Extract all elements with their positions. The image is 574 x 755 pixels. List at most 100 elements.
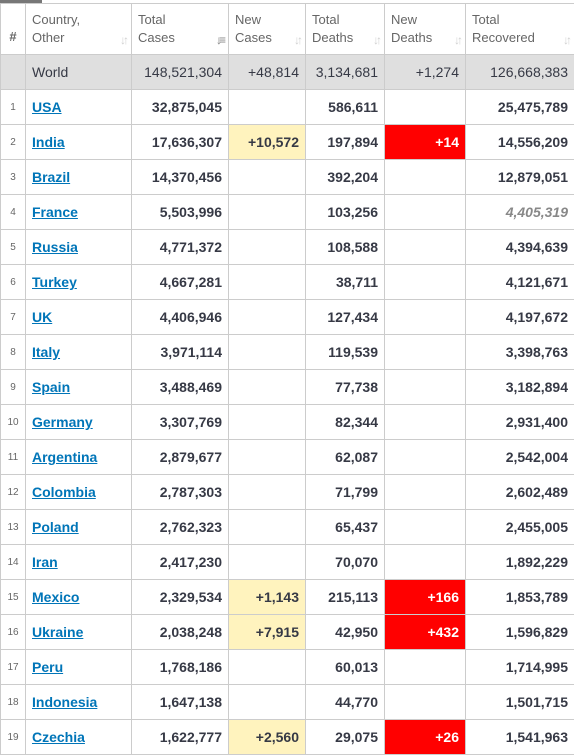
new-cases-cell (229, 370, 306, 405)
total-cases-cell: 5,503,996 (132, 195, 229, 230)
new-cases-cell: +10,572 (229, 125, 306, 160)
country-link[interactable]: Colombia (32, 484, 96, 500)
country-link[interactable]: Poland (32, 519, 79, 535)
new-deaths-cell (385, 230, 466, 265)
column-header-rank[interactable]: # (1, 4, 26, 55)
new-deaths-cell: +166 (385, 580, 466, 615)
sort-updown-icon: ↓↑ (373, 34, 379, 46)
total-cases-cell: 1,647,138 (132, 685, 229, 720)
total-cases-cell: 2,879,677 (132, 440, 229, 475)
country-link[interactable]: Mexico (32, 589, 79, 605)
total-recovered-cell: 2,602,489 (466, 475, 574, 510)
country-link[interactable]: Germany (32, 414, 93, 430)
country-link[interactable]: Spain (32, 379, 70, 395)
column-header-total-cases[interactable]: Total Cases ↓≡ (132, 4, 229, 55)
total-cases-cell: 3,971,114 (132, 335, 229, 370)
sort-updown-icon: ↓↑ (563, 34, 569, 46)
country-cell: UK (26, 300, 132, 335)
country-cell: Russia (26, 230, 132, 265)
total-recovered-cell: 2,455,005 (466, 510, 574, 545)
new-deaths-cell (385, 265, 466, 300)
country-link[interactable]: Argentina (32, 449, 97, 465)
column-header-label: Total Deaths (312, 11, 378, 47)
new-deaths-cell (385, 300, 466, 335)
table-header-row: # Country, Other ↓↑ Total Cases ↓≡ New C… (1, 4, 574, 55)
sort-updown-icon: ↓↑ (454, 34, 460, 46)
total-recovered-cell: 1,892,229 (466, 545, 574, 580)
total-recovered-cell: 4,394,639 (466, 230, 574, 265)
country-link[interactable]: UK (32, 309, 52, 325)
country-cell: Argentina (26, 440, 132, 475)
total-deaths-cell: 127,434 (306, 300, 385, 335)
new-deaths-cell (385, 475, 466, 510)
country-cell: Italy (26, 335, 132, 370)
total-deaths-cell: 38,711 (306, 265, 385, 300)
rank-cell: 16 (1, 615, 26, 650)
rank-cell: 19 (1, 720, 26, 755)
total-cases-cell: 3,488,469 (132, 370, 229, 405)
rank-cell: 8 (1, 335, 26, 370)
new-cases-cell (229, 685, 306, 720)
total-recovered-cell: 4,121,671 (466, 265, 574, 300)
country-link[interactable]: USA (32, 99, 62, 115)
country-link[interactable]: Ukraine (32, 624, 83, 640)
total-recovered-cell: 4,197,672 (466, 300, 574, 335)
country-link[interactable]: Iran (32, 554, 58, 570)
new-deaths-cell: +14 (385, 125, 466, 160)
country-link[interactable]: Peru (32, 659, 63, 675)
column-header-new-cases[interactable]: New Cases ↓↑ (229, 4, 306, 55)
total-recovered-cell: 1,714,995 (466, 650, 574, 685)
column-header-total-recovered[interactable]: Total Recovered ↓↑ (466, 4, 574, 55)
country-link[interactable]: Russia (32, 239, 78, 255)
total-cases-cell: 4,667,281 (132, 265, 229, 300)
new-deaths-cell: +432 (385, 615, 466, 650)
total-cases-cell: 32,875,045 (132, 90, 229, 125)
country-cell: Brazil (26, 160, 132, 195)
world-name-cell: World (26, 55, 132, 90)
new-cases-cell (229, 475, 306, 510)
total-recovered-cell: 14,556,209 (466, 125, 574, 160)
rank-cell: 6 (1, 265, 26, 300)
country-cell: Indonesia (26, 685, 132, 720)
country-link[interactable]: Brazil (32, 169, 70, 185)
column-header-new-deaths[interactable]: New Deaths ↓↑ (385, 4, 466, 55)
country-link[interactable]: France (32, 204, 78, 220)
rank-cell: 1 (1, 90, 26, 125)
new-cases-cell (229, 650, 306, 685)
world-total-row: World 148,521,304 +48,814 3,134,681 +1,2… (1, 55, 574, 90)
column-header-total-deaths[interactable]: Total Deaths ↓↑ (306, 4, 385, 55)
country-cell: Turkey (26, 265, 132, 300)
column-header-label: New Cases (235, 11, 299, 47)
country-link[interactable]: India (32, 134, 65, 150)
country-link[interactable]: Czechia (32, 729, 85, 745)
new-cases-cell: +2,560 (229, 720, 306, 755)
rank-cell: 9 (1, 370, 26, 405)
total-deaths-cell: 119,539 (306, 335, 385, 370)
rank-cell: 13 (1, 510, 26, 545)
country-cell: Peru (26, 650, 132, 685)
country-link[interactable]: Turkey (32, 274, 77, 290)
rank-cell: 12 (1, 475, 26, 510)
total-deaths-cell: 65,437 (306, 510, 385, 545)
country-cell: Ukraine (26, 615, 132, 650)
country-link[interactable]: Indonesia (32, 694, 97, 710)
total-cases-cell: 17,636,307 (132, 125, 229, 160)
total-cases-cell: 4,406,946 (132, 300, 229, 335)
column-header-country[interactable]: Country, Other ↓↑ (26, 4, 132, 55)
country-cell: France (26, 195, 132, 230)
total-deaths-cell: 215,113 (306, 580, 385, 615)
country-cell: India (26, 125, 132, 160)
world-total-cases-cell: 148,521,304 (132, 55, 229, 90)
total-deaths-cell: 108,588 (306, 230, 385, 265)
country-link[interactable]: Italy (32, 344, 60, 360)
